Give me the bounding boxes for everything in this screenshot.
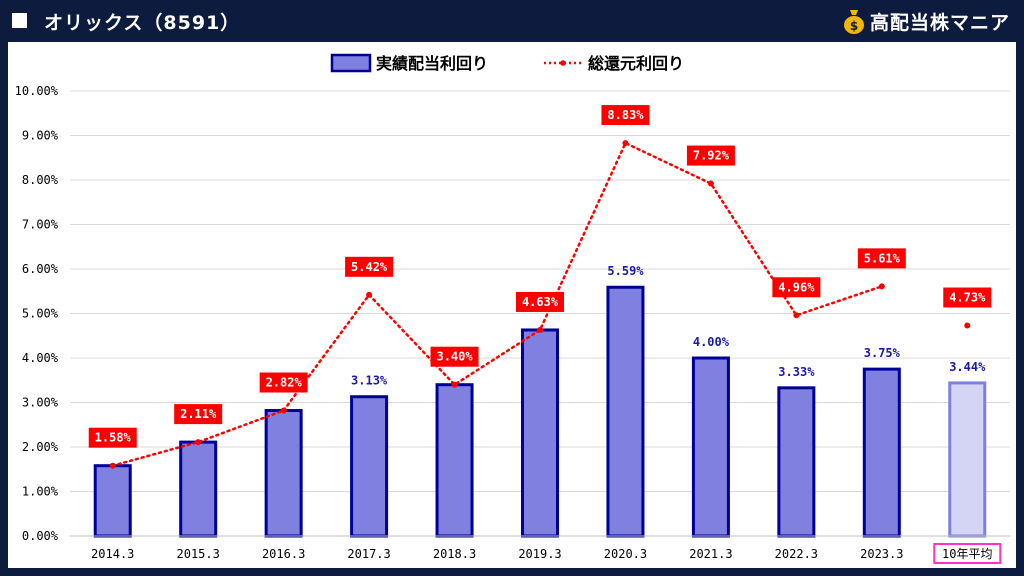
x-tick-label: 2017.3 (347, 547, 390, 561)
bar-data-label: 3.13% (351, 374, 388, 388)
bar (606, 285, 645, 538)
total-return-line (111, 141, 884, 467)
legend: 実績配当利回り 総還元利回り (330, 53, 684, 73)
line-point (109, 462, 116, 469)
x-tick-label: 2020.3 (604, 547, 647, 561)
line-data-label: 5.42% (351, 260, 388, 274)
svg-text:$: $ (850, 19, 858, 33)
dividend-yield-chart: 0.00% 1.00% 2.00% 3.00% 4.00% 5.00% 6.00% 7.00%… (15, 53, 1010, 564)
x-axis: 2014.3 2015.3 2016.3 2017.3 2018.3 2019.3 2020… (70, 535, 1010, 564)
line-label-box (430, 346, 479, 367)
bar-data-label: 4.00% (693, 335, 730, 349)
y-tick-label: 7.00% (22, 218, 59, 232)
y-tick-label: 5.00% (22, 307, 59, 321)
y-tick-label: 1.00% (22, 485, 59, 499)
line-data-label: 5.61% (864, 251, 901, 265)
y-tick-label: 4.00% (22, 351, 59, 365)
bar (521, 328, 559, 538)
line-label-box (943, 287, 992, 308)
bar-data-label: 3.44% (949, 360, 986, 374)
brand-name: 高配当株マニア (869, 11, 1010, 34)
page-title: オリックス（8591） (44, 12, 241, 34)
bar (777, 386, 816, 538)
bar (179, 440, 218, 538)
y-tick-label: 9.00% (22, 129, 59, 143)
legend-line-label: 総還元利回り (588, 54, 684, 73)
bar (350, 395, 389, 538)
line-point (793, 312, 800, 319)
bar-series (93, 285, 987, 538)
line-data-label: 3.40% (436, 350, 473, 364)
x-tick-label: 2018.3 (433, 547, 476, 561)
line-data-label: 4.73% (949, 291, 986, 305)
average-category-box (933, 543, 1002, 564)
line-data-label: 4.96% (778, 280, 815, 294)
line-label-box (516, 291, 564, 312)
bar (264, 409, 303, 538)
line-point (964, 322, 971, 329)
x-tick-label: 2022.3 (775, 547, 818, 561)
x-tick-label: 2016.3 (262, 547, 305, 561)
line-data-label: 2.82% (266, 376, 303, 390)
bar-data-label: 3.75% (864, 346, 901, 360)
line-label-box (345, 256, 394, 277)
y-axis: 0.00% 1.00% 2.00% 3.00% 4.00% 5.00% 6.00% 7.00%… (15, 84, 59, 543)
average-category-label: 10年平均 (942, 547, 992, 561)
y-tick-label: 8.00% (22, 173, 59, 187)
chart-panel: 0.00% 1.00% 2.00% 3.00% 4.00% 5.00% 6.00% 7.00%… (8, 42, 1016, 568)
data-labels: 3.13% 5.59% 4.00% 3.33% 3.75% 3.44% 1.58% 2.11%… (88, 105, 992, 448)
bar (93, 464, 132, 538)
legend-bar-swatch (330, 53, 372, 73)
brand-logo: $ 高配当株マニア (842, 7, 1010, 35)
header-bar: オリックス（8591） $ 高配当株マニア (0, 0, 1024, 42)
y-tick-label: 6.00% (22, 262, 59, 276)
line-point (451, 381, 458, 388)
x-tick-label: 2023.3 (860, 547, 903, 561)
line-point (622, 140, 629, 147)
bar-data-label: 5.59% (607, 264, 644, 278)
bar (435, 383, 474, 538)
line-label-box (772, 277, 821, 298)
square-icon (12, 13, 27, 28)
line-point (707, 180, 714, 187)
line-point (878, 283, 885, 290)
line-label-box (174, 404, 223, 425)
bar (862, 367, 901, 538)
line-data-label: 2.11% (180, 407, 217, 421)
line-label-box (601, 105, 650, 126)
bar-data-label: 3.33% (778, 365, 815, 379)
x-tick-label: 2014.3 (91, 547, 134, 561)
line-data-label: 4.63% (522, 295, 559, 309)
line-point (280, 407, 287, 414)
y-tick-label: 0.00% (22, 529, 59, 543)
line-data-label: 8.83% (607, 108, 644, 122)
line-data-label: 1.58% (95, 431, 132, 445)
line-label-box (259, 372, 308, 393)
average-bar (948, 381, 987, 538)
line-point (537, 326, 543, 333)
money-bag-icon: $ (843, 10, 864, 34)
x-tick-label: 2015.3 (177, 547, 220, 561)
legend-line-marker (560, 60, 566, 66)
y-tick-label: 3.00% (22, 396, 59, 410)
line-label-box (686, 145, 735, 166)
line-series (109, 140, 971, 469)
line-point (195, 439, 202, 446)
line-label-box (88, 427, 137, 448)
x-tick-label: 2019.3 (518, 547, 561, 561)
x-tick-label: 2021.3 (689, 547, 732, 561)
y-tick-label: 10.00% (15, 84, 59, 98)
line-point (366, 291, 373, 298)
legend-bar-label: 実績配当利回り (376, 54, 488, 73)
y-tick-label: 2.00% (22, 440, 59, 454)
bar (691, 356, 730, 538)
line-data-label: 7.92% (693, 149, 730, 163)
line-label-box (857, 248, 906, 269)
